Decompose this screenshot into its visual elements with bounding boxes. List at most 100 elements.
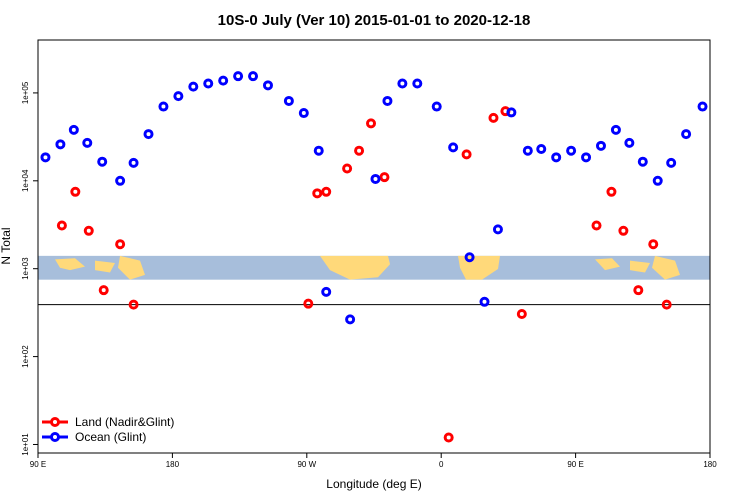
land-point bbox=[303, 298, 314, 309]
land-point bbox=[516, 309, 527, 320]
ocean-point bbox=[536, 144, 547, 155]
land-point bbox=[379, 172, 390, 183]
chart-title: 10S-0 July (Ver 10) 2015-01-01 to 2020-1… bbox=[218, 12, 531, 29]
x-tick-label: 90 E bbox=[567, 460, 583, 469]
ocean-point bbox=[506, 107, 517, 118]
legend-label-land: Land (Nadir&Glint) bbox=[75, 415, 174, 429]
ocean-point bbox=[464, 252, 475, 263]
land-point bbox=[366, 118, 377, 129]
ocean-point bbox=[40, 152, 51, 163]
x-tick-label: 90 W bbox=[297, 460, 316, 469]
land-point bbox=[321, 186, 332, 197]
points-layer bbox=[40, 71, 708, 443]
ocean-point bbox=[370, 173, 381, 184]
map-land bbox=[652, 255, 680, 280]
legend-label-ocean: Ocean (Glint) bbox=[75, 430, 146, 444]
land-point bbox=[70, 186, 81, 197]
x-tick-label: 180 bbox=[703, 460, 717, 469]
x-axis: 90 E 180 90 W 0 90 E 180 bbox=[30, 453, 717, 469]
land-point bbox=[606, 186, 617, 197]
ocean-point bbox=[283, 95, 294, 106]
ocean-point bbox=[624, 137, 635, 148]
y-axis: 1e+01 1e+02 1e+03 1e+04 1e+05 bbox=[21, 81, 38, 456]
ocean-point bbox=[262, 80, 273, 91]
plot-border bbox=[37, 39, 711, 454]
ocean-point bbox=[595, 140, 606, 151]
ocean-point bbox=[637, 156, 648, 167]
map-land bbox=[595, 258, 620, 271]
land-point bbox=[312, 188, 323, 199]
ocean-point bbox=[652, 175, 663, 186]
y-tick-label: 1e+04 bbox=[21, 169, 30, 192]
ocean-point bbox=[492, 224, 503, 235]
map-band bbox=[38, 255, 710, 280]
ocean-point bbox=[551, 152, 562, 163]
ocean-point bbox=[397, 78, 408, 89]
ocean-point bbox=[448, 142, 459, 153]
legend: Land (Nadir&Glint)Ocean (Glint) bbox=[42, 415, 174, 444]
ocean-point bbox=[97, 156, 108, 167]
ocean-point bbox=[82, 137, 93, 148]
y-tick-label: 1e+03 bbox=[21, 257, 30, 280]
x-tick-label: 0 bbox=[439, 460, 444, 469]
ocean-point bbox=[248, 71, 259, 82]
ocean-point bbox=[298, 108, 309, 119]
land-point bbox=[443, 432, 454, 443]
map-land bbox=[95, 260, 115, 273]
land-point bbox=[591, 220, 602, 231]
land-point bbox=[56, 220, 67, 231]
ocean-point bbox=[218, 75, 229, 86]
land-point bbox=[342, 163, 353, 174]
land-point bbox=[115, 239, 126, 250]
ocean-point bbox=[610, 124, 621, 135]
land-point bbox=[633, 285, 644, 296]
ocean-point bbox=[581, 152, 592, 163]
x-axis-label: Longitude (deg E) bbox=[326, 477, 421, 491]
map-land bbox=[55, 258, 85, 271]
map-land bbox=[320, 255, 390, 280]
x-tick-label: 180 bbox=[166, 460, 180, 469]
ocean-point bbox=[188, 81, 199, 92]
y-axis-label: N Total bbox=[0, 227, 13, 264]
ocean-point bbox=[68, 124, 79, 135]
ocean-point bbox=[566, 145, 577, 156]
y-tick-label: 1e+02 bbox=[21, 345, 30, 368]
ocean-point bbox=[55, 139, 66, 150]
ocean-point bbox=[681, 129, 692, 140]
ocean-point bbox=[233, 71, 244, 82]
map-land bbox=[118, 255, 145, 280]
land-point bbox=[488, 112, 499, 123]
land-point bbox=[648, 239, 659, 250]
ocean-point bbox=[203, 78, 214, 89]
ocean-point bbox=[666, 157, 677, 168]
ocean-point bbox=[321, 286, 332, 297]
ocean-point bbox=[522, 145, 533, 156]
ocean-point bbox=[345, 314, 356, 325]
land-point bbox=[83, 225, 94, 236]
land-point bbox=[461, 149, 472, 160]
ocean-point bbox=[479, 296, 490, 307]
ocean-point bbox=[313, 145, 324, 156]
ocean-point bbox=[128, 157, 139, 168]
ocean-point bbox=[382, 95, 393, 106]
y-tick-label: 1e+05 bbox=[21, 81, 30, 104]
ocean-point bbox=[431, 101, 442, 112]
plot-frame bbox=[37, 39, 711, 454]
ocean-point bbox=[158, 101, 169, 112]
legend-marker-ocean bbox=[50, 432, 60, 442]
ocean-point bbox=[173, 91, 184, 102]
legend-marker-land bbox=[50, 417, 60, 427]
ocean-point bbox=[412, 78, 423, 89]
y-tick-label: 1e+01 bbox=[21, 433, 30, 456]
map-land bbox=[630, 260, 650, 273]
land-point bbox=[661, 299, 672, 310]
land-point bbox=[128, 299, 139, 310]
land-point bbox=[618, 225, 629, 236]
land-point bbox=[98, 285, 109, 296]
ocean-point bbox=[697, 101, 708, 112]
ocean-point bbox=[143, 129, 154, 140]
x-tick-label: 90 E bbox=[30, 460, 46, 469]
land-point bbox=[354, 145, 365, 156]
ocean-point bbox=[115, 175, 126, 186]
